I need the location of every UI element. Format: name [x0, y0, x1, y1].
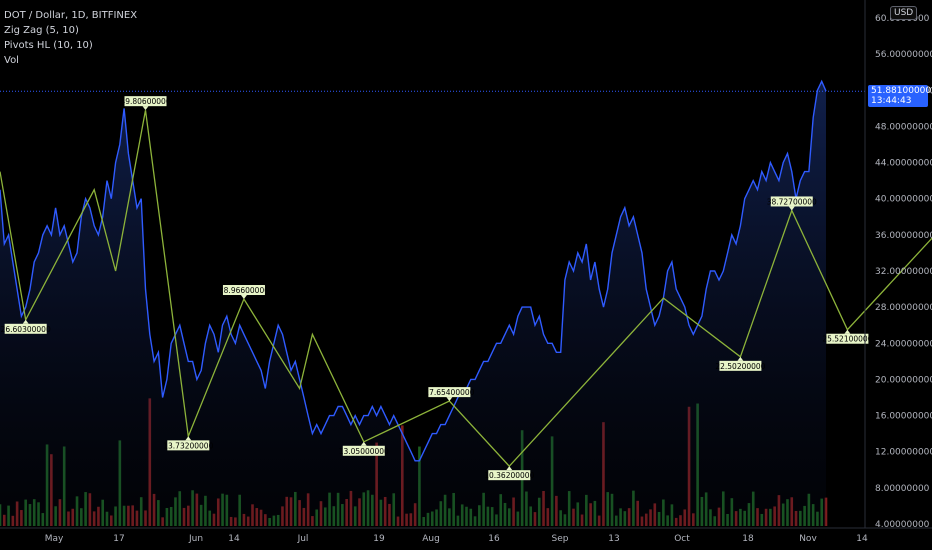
price-tick-label: 36.00000000 [875, 231, 932, 241]
svg-text:22.50200000: 22.50200000 [715, 362, 765, 371]
price-tick-label: 32.00000000 [875, 267, 932, 277]
pivot-label: 25.52100000 [822, 329, 873, 344]
countdown-timer: 13:44:43 [871, 96, 912, 106]
indicator-volume[interactable]: Vol [4, 55, 19, 66]
chart-legend: DOT / Dollar, 1D, BITFINEX Zig Zag (5, 1… [4, 8, 137, 68]
price-tick-label: 20.00000000 [875, 375, 932, 385]
svg-text:10.36200000: 10.36200000 [484, 471, 534, 480]
time-tick-label: Aug [422, 534, 440, 544]
pivot-label: 26.60300000 [1, 319, 51, 334]
pivot-label: 13.05000000 [339, 441, 389, 456]
svg-text:38.72700000: 38.72700000 [767, 197, 817, 206]
pivot-label: 28.96600000 [219, 285, 269, 300]
svg-text:25.52100000: 25.52100000 [822, 335, 872, 344]
price-tick-label: 40.00000000 [875, 195, 932, 205]
price-tick-label: 56.00000000 [875, 50, 932, 60]
svg-text:28.96600000: 28.96600000 [219, 286, 269, 295]
price-tick-label: 4.00000000 [875, 520, 930, 530]
svg-text:26.60300000: 26.60300000 [1, 325, 51, 334]
pivot-label: 49.80600000 [120, 96, 171, 111]
pivot-label: 22.50200000 [715, 356, 766, 371]
time-tick-label: 19 [373, 534, 385, 544]
pivot-labels: 26.60300000 49.80600000 13.73200000 28.9660… [1, 96, 873, 481]
zigzag-line [0, 110, 932, 468]
indicator-pivots[interactable]: Pivots HL (10, 10) [4, 40, 93, 51]
svg-text:13.05000000: 13.05000000 [339, 447, 389, 456]
last-price-tag: 51.88100000 13:44:43 [868, 85, 932, 107]
price-tick-label: 24.00000000 [875, 339, 932, 349]
last-price-value: 51.88100000 [871, 86, 932, 96]
pivot-label: 10.36200000 [484, 466, 535, 481]
time-tick-label: May [45, 534, 64, 544]
svg-text:17.65400000: 17.65400000 [424, 388, 474, 397]
pivot-label: 13.73200000 [163, 436, 214, 451]
svg-text:13.73200000: 13.73200000 [163, 441, 213, 450]
indicator-zigzag[interactable]: Zig Zag (5, 10) [4, 25, 79, 36]
time-tick-label: 16 [488, 534, 500, 544]
time-axis[interactable]: May 17 Jun 14 Jul 19 Aug 16 Sep 13 Oct 18 Nov 14 [45, 534, 868, 544]
time-tick-label: 18 [742, 534, 754, 544]
time-tick-label: 14 [228, 534, 240, 544]
pivot-label: 17.65400000 [424, 387, 475, 402]
price-tick-label: 44.00000000 [875, 159, 932, 169]
time-tick-label: 17 [113, 534, 124, 544]
pivot-label: 38.72700000 [767, 196, 817, 211]
currency-badge[interactable]: USD [890, 6, 918, 20]
time-tick-label: Oct [674, 534, 690, 544]
price-area-fill [0, 81, 826, 527]
time-tick-label: 14 [856, 534, 868, 544]
price-line [0, 79, 827, 462]
time-tick-label: Nov [799, 534, 817, 544]
price-tick-label: 16.00000000 [875, 412, 932, 422]
price-tick-label: 48.00000000 [875, 122, 932, 132]
time-tick-label: Jul [297, 534, 309, 544]
price-tick-label: 12.00000000 [875, 448, 932, 458]
time-tick-label: Sep [552, 534, 569, 544]
time-tick-label: 13 [608, 534, 619, 544]
price-tick-label: 28.00000000 [875, 303, 932, 313]
symbol-title[interactable]: DOT / Dollar, 1D, BITFINEX [4, 10, 138, 21]
price-tick-label: 8.00000000 [875, 484, 930, 494]
svg-text:49.80600000: 49.80600000 [120, 97, 170, 106]
time-tick-label: Jun [188, 534, 203, 544]
